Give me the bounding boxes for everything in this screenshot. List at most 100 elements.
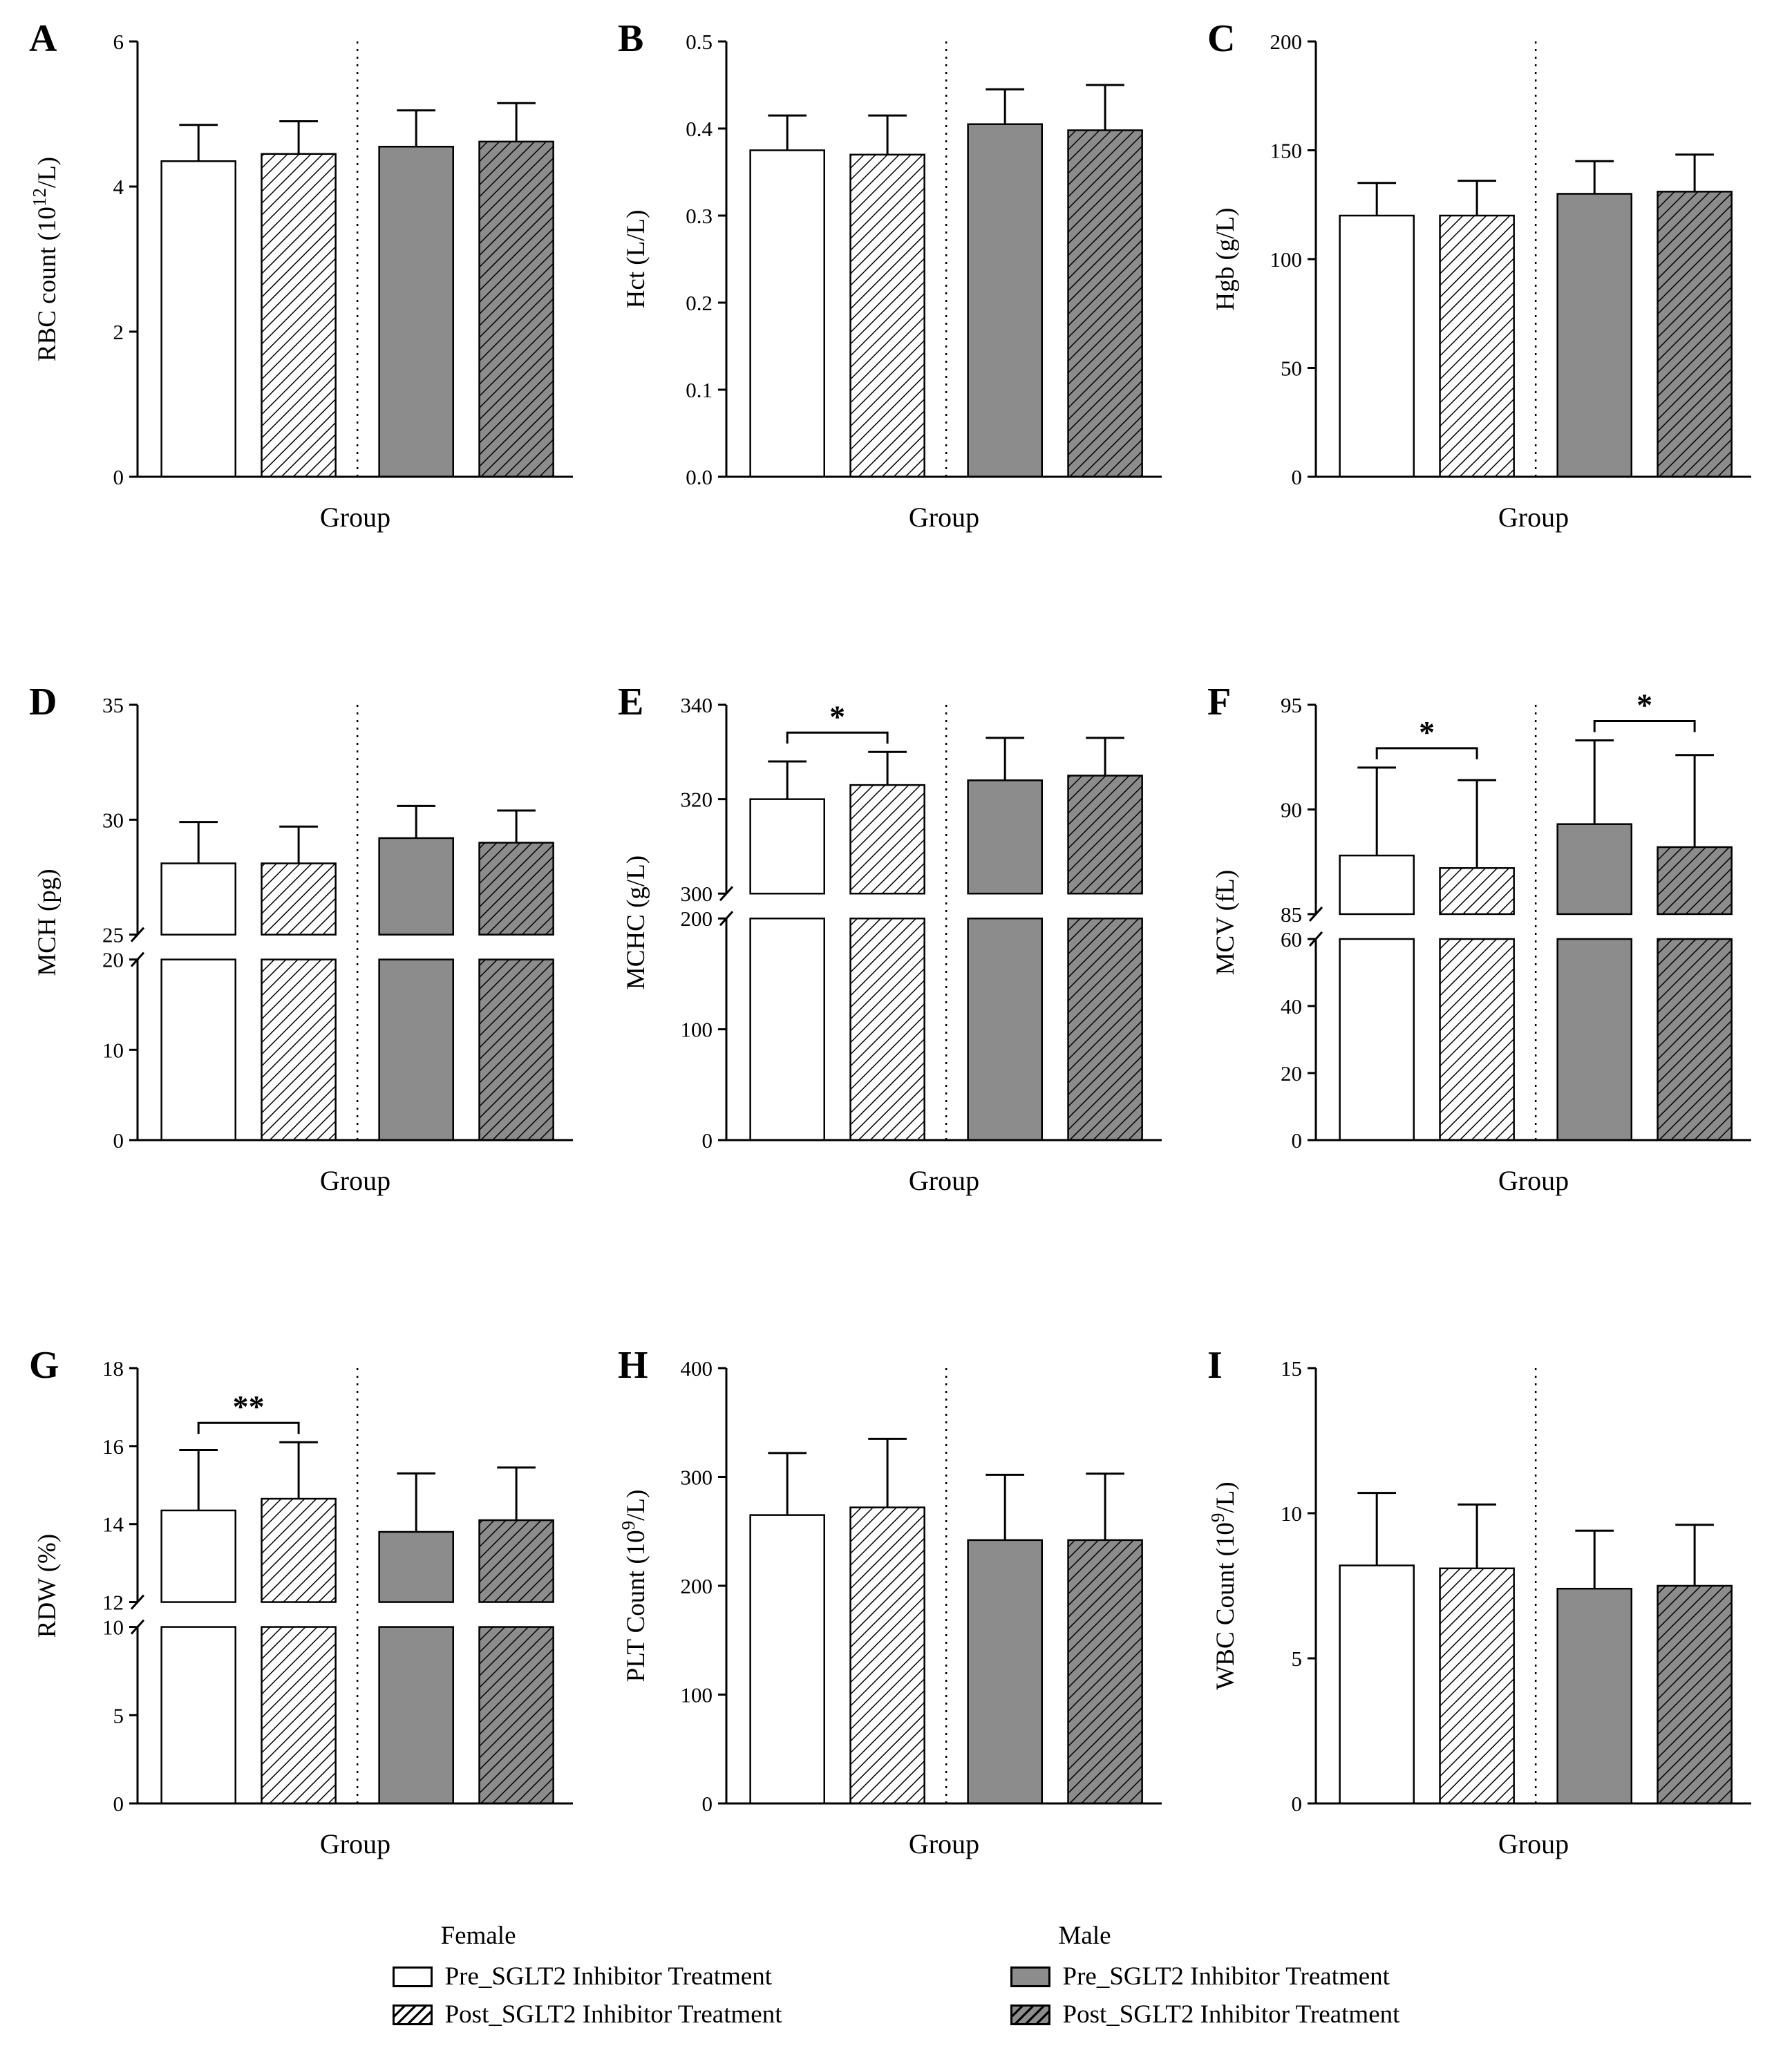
bar-group-A-0: [160, 124, 237, 478]
y-axis-label: Hct (L/L): [622, 210, 650, 309]
y-tick-label: 0: [113, 465, 124, 489]
bar-group-E-3: [1067, 737, 1144, 1141]
bar-lower-segment: [1556, 938, 1632, 1141]
bar: [1439, 214, 1515, 478]
bar-upper-segment: [160, 1509, 237, 1603]
y-tick-label: 6: [113, 30, 124, 54]
bar-group-E-2: [967, 737, 1044, 1141]
y-tick-label: 18: [102, 1356, 124, 1381]
y-tick-label: 4: [113, 175, 124, 199]
bar-group-I-3: [1657, 1524, 1733, 1805]
y-axis-label: RBC count (1012/L): [29, 157, 62, 361]
y-tick-label: 0: [113, 1792, 124, 1816]
bar-upper-segment: [160, 862, 237, 936]
bar: [1339, 214, 1415, 478]
bar-upper-segment: [749, 798, 826, 895]
bar: [749, 149, 826, 478]
bar: [160, 160, 237, 478]
bar: [1657, 191, 1733, 478]
axes: 0.0 0.1 0.2 0.3 0.4 0.5: [686, 30, 1162, 489]
bar: [1339, 1564, 1415, 1805]
legend-item-label: Pre_SGLT2 Inhibitor Treatment: [1062, 1962, 1390, 1991]
legend-item-label: Post_SGLT2 Inhibitor Treatment: [444, 2000, 782, 2029]
bar-upper-segment: [1067, 775, 1144, 895]
panel-G: ** 0 5 10 12 14 16 18 G Group RDW (%): [12, 1334, 601, 1873]
panel-E: * 0 100 200 300 320 340 E Group MCHC (g/L): [601, 670, 1190, 1209]
y-tick-label: 20: [1281, 1061, 1302, 1086]
bar-group-I-2: [1556, 1529, 1632, 1805]
bar-upper-segment: [261, 862, 337, 936]
bar-group-I-0: [1339, 1492, 1415, 1805]
bar: [378, 146, 455, 478]
bar: [1657, 1584, 1733, 1805]
bar: [1556, 193, 1632, 478]
significance-label: *: [1419, 714, 1435, 750]
y-tick-label: 16: [102, 1434, 124, 1459]
y-tick-label: 2: [113, 320, 124, 344]
panel-C: 0 50 100 150 200 C Group Hgb (g/L): [1191, 7, 1780, 546]
y-axis-label: MCHC (g/L): [622, 855, 650, 989]
y-axis-label: RDW (%): [33, 1534, 62, 1638]
bar-upper-segment: [1556, 823, 1632, 916]
x-axis-label: Group: [1498, 502, 1569, 533]
y-tick-label: 0.0: [686, 465, 713, 489]
panel-A: 0 2 4 6 A Group RBC count (1012/L): [12, 7, 601, 546]
significance-bracket: [197, 1421, 300, 1434]
y-tick-label: 100: [681, 1018, 713, 1042]
legend-swatch-gray-hatch: [1010, 2004, 1050, 2025]
y-tick-label: 100: [1270, 247, 1302, 272]
y-tick-label: 95: [1281, 693, 1302, 717]
bar-upper-segment: [261, 1497, 337, 1603]
y-tick-label: 0.3: [686, 204, 713, 228]
panel-letter: F: [1207, 681, 1231, 723]
bar-group-D-0: [160, 821, 237, 1141]
bar-upper-segment: [967, 779, 1044, 895]
panel-B: 0.0 0.1 0.2 0.3 0.4 0.5 B Group Hct (L/L): [601, 7, 1190, 546]
bar-group-B-3: [1067, 84, 1144, 478]
bar-upper-segment: [849, 784, 926, 895]
bar-group-B-0: [749, 114, 826, 478]
y-tick-label: 0: [1291, 1792, 1302, 1816]
legend-item: Pre_SGLT2 Inhibitor Treatment: [392, 1962, 782, 1991]
y-tick-label: 25: [102, 923, 124, 947]
significance-bracket: [1593, 719, 1696, 732]
x-axis-label: Group: [909, 502, 979, 533]
bar-group-C-0: [1339, 182, 1415, 478]
legend-column-female: Female Pre_SGLT2 Inhibitor Treatment Post_…: [392, 1921, 782, 2029]
y-tick-label: 60: [1281, 927, 1302, 951]
bar-lower-segment: [261, 958, 337, 1141]
significance-label: *: [830, 699, 846, 734]
bar: [1067, 1539, 1144, 1805]
bar-group-A-2: [378, 109, 455, 478]
bar: [967, 123, 1044, 478]
y-tick-label: 0.5: [686, 30, 713, 54]
x-axis-label: Group: [320, 1828, 390, 1859]
significance-label: **: [233, 1389, 265, 1424]
bar-group-G-2: [378, 1472, 455, 1805]
legend-header: Female: [440, 1922, 516, 1950]
bar-group-C-1: [1439, 180, 1515, 478]
y-tick-label: 30: [102, 808, 124, 832]
y-tick-label: 150: [1270, 139, 1302, 163]
legend: Female Pre_SGLT2 Inhibitor Treatment Post_…: [0, 1921, 1792, 2029]
y-tick-label: 400: [681, 1356, 713, 1381]
bar-group-G-1: [261, 1441, 337, 1805]
panel-I: 0 5 10 15 I Group WBC Count (109/L): [1191, 1334, 1780, 1873]
y-tick-label: 10: [102, 1615, 124, 1640]
axes: 0 50 100 150 200: [1270, 30, 1751, 489]
legend-column-male: Male Pre_SGLT2 Inhibitor Treatment Post_SG…: [1010, 1921, 1399, 2029]
legend-swatch-white: [392, 1966, 433, 1987]
bar-group-E-0: [749, 760, 826, 1141]
y-axis-label: MCV (fL): [1211, 870, 1240, 975]
bar-upper-segment: [1439, 867, 1515, 916]
panel-F: * * 0 20 40 60 85 90 95 F Group MCV (fL): [1191, 670, 1780, 1209]
y-tick-label: 0: [113, 1128, 124, 1153]
bar-lower-segment: [849, 917, 926, 1141]
panel-letter: B: [618, 17, 643, 60]
panel-I-chart: 0 5 10 15 I Group WBC Count (109/L): [1207, 1344, 1751, 1859]
bar: [1067, 129, 1144, 478]
bar-group-C-2: [1556, 160, 1632, 478]
bar-group-B-2: [967, 88, 1044, 478]
panel-D: 0 10 20 25 30 35 D Group MCH (pg): [12, 670, 601, 1209]
